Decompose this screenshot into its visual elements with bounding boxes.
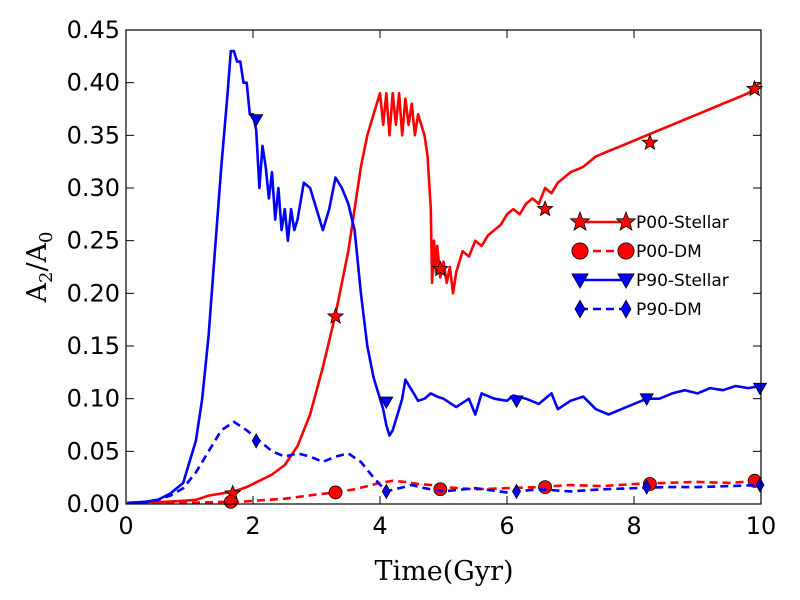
y-tick-label: 0.25 [67,227,120,255]
marker-p00-stellar [641,133,659,151]
x-axis-label: Time(Gyr) [374,556,513,587]
marker-p00-stellar [536,199,554,217]
marker-p90-dm [512,483,521,500]
ticks-layer: 0 2 4 6 8 10 0.00 0.05 0.10 0.15 0.20 0.25 0.30 0.35 0… [67,16,777,540]
y-tick-label: 0.05 [67,437,120,465]
legend-label: P00-DM [636,242,702,262]
legend-entry-p90-stellar: P90-Stellar [571,271,729,291]
legend-label: P90-DM [636,300,702,320]
y-tick-label: 0.15 [67,332,120,360]
x-tick-label: 6 [499,512,514,540]
series-line-p00-stellar [126,81,761,505]
x-tick-label: 4 [372,512,387,540]
legend: P00-Stellar P00-DM P90-Stellar P90-DM [569,210,729,320]
series-p00-stellar [126,79,764,505]
legend-marker [574,299,586,319]
legend-entry-p00-stellar: P00-Stellar [569,210,729,233]
y-axis-label-denominator: A [22,242,53,263]
marker-p00-dm [433,482,448,497]
marker-p00-stellar [326,307,345,324]
legend-label: P00-Stellar [636,213,729,233]
series-p90-stellar [126,49,768,505]
x-tick-label: 10 [746,512,777,540]
y-tick-label: 0.30 [67,174,120,202]
y-tick-label: 0.20 [67,279,120,307]
marker-p90-dm [642,479,652,495]
legend-marker [615,210,637,232]
marker-p00-dm [223,494,238,509]
y-tick-label: 0.35 [67,121,120,149]
y-axis-label-numerator-subscript: 2 [36,272,57,283]
legend-marker [569,210,591,232]
legend-marker [617,273,635,289]
legend-entry-p90-dm: P90-DM [574,299,702,320]
legend-marker [571,273,589,289]
legend-label: P90-Stellar [636,271,729,291]
marker-p90-stellar [639,393,654,407]
y-tick-label: 0.40 [67,69,120,97]
marker-p90-stellar [752,382,768,396]
marker-p90-dm [381,483,391,500]
legend-marker [571,242,589,260]
y-axis-label-denominator-subscript: 0 [36,231,57,242]
y-axis-label: A2/A0 [22,231,57,303]
marker-p00-stellar [431,259,449,277]
series-line-p90-stellar [126,49,761,505]
marker-p90-dm [755,477,765,493]
marker-p00-dm [328,485,343,500]
marker-p90-stellar [509,395,524,409]
x-tick-label: 2 [245,512,260,540]
marker-p00-dm [538,480,552,495]
marker-p00-stellar [745,79,764,97]
y-axis-label-numerator: A [22,283,53,304]
y-axis-label-separator: / [22,262,53,272]
y-tick-label: 0.45 [67,16,120,44]
x-tick-label: 0 [118,512,133,540]
legend-marker [620,299,632,319]
marker-p90-dm [251,432,261,449]
plot-frame [125,29,762,505]
series-p90-dm [126,420,765,505]
y-tick-label: 0.10 [67,385,120,413]
legend-marker [617,242,635,260]
legend-entry-p00-dm: P00-DM [571,242,702,262]
y-tick-label: 0.00 [67,490,120,518]
marker-p90-stellar [249,114,264,127]
series-line-p00-dm [126,479,761,505]
marker-p90-stellar [379,396,394,410]
series-layer [126,49,768,509]
series-line-p90-dm [126,420,761,505]
x-tick-label: 8 [626,512,641,540]
